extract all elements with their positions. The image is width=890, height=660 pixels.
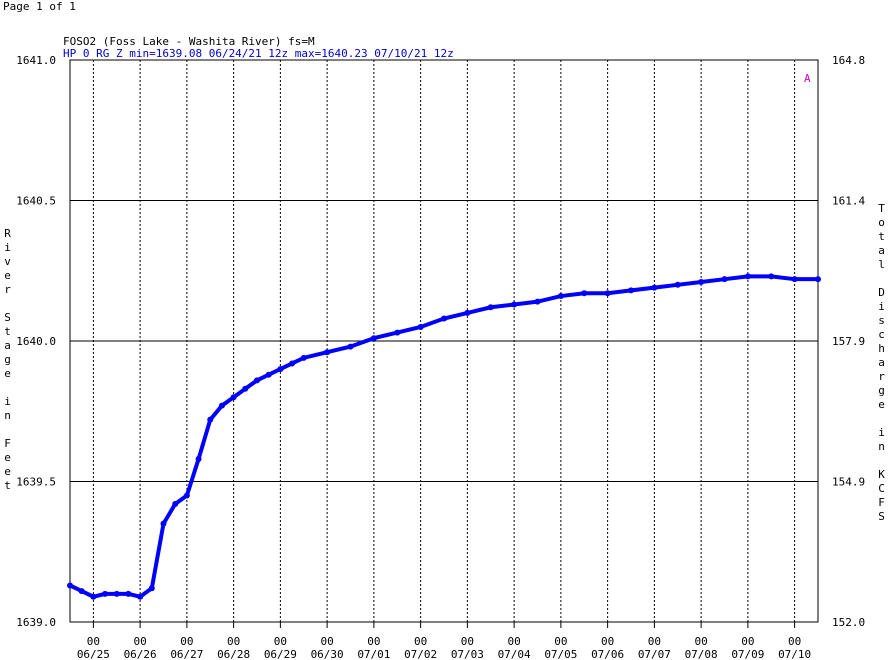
- data-point: [289, 360, 296, 367]
- data-point: [768, 273, 775, 280]
- y2-tick-label: 152.0: [832, 616, 865, 629]
- data-point: [113, 590, 120, 597]
- x-tick-label: 07/07: [638, 648, 671, 660]
- data-point: [721, 276, 728, 283]
- data-point: [674, 281, 681, 288]
- data-point: [324, 349, 331, 356]
- data-point: [230, 394, 237, 401]
- x-tick-hour: 00: [695, 635, 708, 648]
- data-point: [218, 402, 225, 409]
- data-point: [300, 354, 307, 361]
- x-tick-hour: 00: [87, 635, 100, 648]
- x-tick-label: 06/26: [124, 648, 157, 660]
- data-point: [347, 343, 354, 350]
- chart-title: FOSO2 (Foss Lake - Washita River) fs=M: [63, 35, 315, 48]
- y2-tick-label: 154.9: [832, 476, 865, 489]
- data-point: [242, 385, 249, 392]
- x-tick-hour: 00: [461, 635, 474, 648]
- data-point: [581, 290, 588, 297]
- x-tick-label: 06/25: [77, 648, 110, 660]
- data-point: [277, 366, 284, 373]
- data-point: [394, 329, 401, 336]
- x-tick-hour: 00: [788, 635, 801, 648]
- y-tick-label: 1640.0: [16, 335, 56, 348]
- x-tick-label: 07/02: [404, 648, 437, 660]
- series-line: [69, 274, 818, 599]
- y2-tick-label: 164.8: [832, 54, 865, 67]
- data-point: [441, 315, 447, 322]
- data-point: [265, 371, 272, 378]
- x-tick-label: 06/29: [264, 648, 297, 660]
- x-tick-hour: 00: [741, 635, 754, 648]
- x-tick-hour: 00: [508, 635, 521, 648]
- data-point: [160, 520, 167, 527]
- data-point: [511, 301, 518, 308]
- data-point: [651, 284, 658, 291]
- y-tick-label: 1639.5: [16, 476, 56, 489]
- data-point: [67, 582, 73, 589]
- x-tick-label: 07/04: [498, 648, 531, 660]
- y-tick-label: 1640.5: [16, 195, 56, 208]
- y-axis-label: River Stage in Feet: [1, 227, 14, 493]
- x-tick-hour: 00: [648, 635, 661, 648]
- data-point: [557, 293, 564, 300]
- x-tick-hour: 00: [414, 635, 427, 648]
- page-label: Page 1 of 1: [3, 0, 76, 13]
- x-tick-hour: 00: [601, 635, 614, 648]
- data-point: [464, 309, 471, 316]
- annotation: A: [804, 72, 811, 85]
- y2-axis-label: Total Discharge in KCFS: [875, 202, 888, 524]
- x-tick-hour: 00: [367, 635, 380, 648]
- data-point: [125, 590, 132, 597]
- data-point: [417, 323, 424, 330]
- data-point: [90, 593, 97, 600]
- x-tick-hour: 00: [227, 635, 240, 648]
- data-point: [137, 593, 144, 600]
- data-point: [195, 456, 202, 463]
- y2-tick-label: 161.4: [832, 195, 865, 208]
- x-tick-hour: 00: [134, 635, 147, 648]
- data-point: [254, 377, 260, 384]
- data-point: [534, 298, 541, 305]
- x-tick-hour: 00: [321, 635, 334, 648]
- data-point: [791, 276, 798, 283]
- data-point: [207, 416, 214, 423]
- x-tick-hour: 00: [274, 635, 287, 648]
- x-tick-label: 07/08: [685, 648, 718, 660]
- data-point: [172, 500, 179, 507]
- data-point: [628, 287, 634, 294]
- x-tick-label: 07/05: [544, 648, 577, 660]
- x-tick-label: 07/06: [591, 648, 624, 660]
- x-tick-label: 07/01: [357, 648, 390, 660]
- x-tick-hour: 00: [180, 635, 193, 648]
- data-point: [370, 335, 377, 342]
- x-tick-hour: 00: [554, 635, 567, 648]
- x-tick-label: 07/03: [451, 648, 484, 660]
- x-tick-label: 06/30: [311, 648, 344, 660]
- y2-tick-label: 157.9: [832, 335, 865, 348]
- chart-subtitle: HP 0 RG Z min=1639.08 06/24/21 12z max=1…: [63, 47, 454, 60]
- data-point: [102, 590, 109, 597]
- data-point: [698, 278, 705, 285]
- x-tick-label: 06/28: [217, 648, 250, 660]
- data-point: [148, 585, 155, 592]
- x-tick-label: 06/27: [170, 648, 203, 660]
- x-tick-label: 07/09: [731, 648, 764, 660]
- y-tick-label: 1639.0: [16, 616, 56, 629]
- data-point: [815, 276, 821, 283]
- x-tick-label: 07/10: [778, 648, 811, 660]
- data-point: [183, 492, 190, 499]
- data-point: [78, 588, 85, 595]
- data-point: [604, 290, 611, 297]
- y-tick-label: 1641.0: [16, 54, 56, 67]
- data-point: [744, 273, 751, 280]
- data-point: [487, 304, 494, 311]
